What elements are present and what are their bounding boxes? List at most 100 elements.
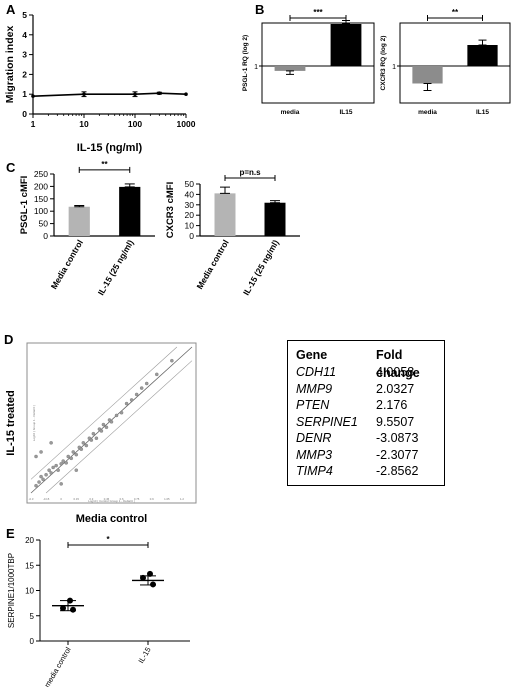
d-data-point: [89, 438, 94, 442]
gene-fold-change-table: Gene Fold change CDH11 4.0058 MMP9 2.0327 …: [287, 340, 445, 486]
fold-change-value: -2.3077: [376, 447, 419, 462]
c1-significance-label: **: [101, 160, 108, 169]
d-data-point: [74, 452, 79, 457]
gene-table-row: SERPINE1 9.5507: [296, 414, 436, 431]
b2-bar: [412, 66, 443, 84]
b2-y-tick-label: 1: [392, 64, 396, 71]
gene-column-header: Gene: [296, 348, 328, 362]
fold-change-column-header: Fold change: [376, 348, 420, 380]
b1-bar: [274, 66, 306, 71]
e-significance-label: *: [106, 535, 110, 544]
d-x-tick-label: 0.9: [150, 497, 154, 501]
d-data-point: [37, 480, 41, 484]
a-x-tick-label: 1000: [177, 119, 196, 129]
a-y-axis-label: Migration index: [4, 26, 16, 104]
e-data-point: [140, 574, 146, 581]
d-data-point: [74, 468, 79, 472]
d-data-point: [114, 413, 119, 418]
fold-change-value: -3.0873: [376, 431, 419, 445]
c2-y-tick-label: 20: [185, 210, 195, 220]
d-data-point: [49, 471, 53, 475]
panel-label-e: E: [6, 526, 15, 541]
e-y-tick-label: 0: [30, 637, 35, 646]
d-data-point: [124, 401, 129, 406]
d-data-point: [59, 482, 63, 486]
d-data-point: [39, 474, 43, 479]
d-x-tick-label: 1.05: [164, 497, 170, 501]
d-data-point: [104, 425, 109, 430]
d-data-point: [51, 465, 55, 470]
b2-y-axis-label: CXCR3 RQ (log 2): [380, 36, 387, 91]
c2-y-tick-label: 30: [185, 200, 195, 210]
a-y-tick-label: 0: [22, 109, 27, 119]
a-x-tick-label: 1: [31, 119, 36, 129]
d-inner-y-axis-label: Log10 ( Group 1 - DeltaCt ): [32, 405, 36, 441]
c1-y-tick-label: 100: [34, 206, 48, 216]
d-plot-border: [26, 342, 197, 504]
d-data-point: [134, 392, 139, 397]
d-x-tick-label: 0: [60, 497, 62, 501]
a-y-tick-label: 2: [22, 69, 27, 79]
a-data-point: [82, 92, 86, 96]
c2-y-tick-label: 50: [185, 179, 195, 189]
d-upper-threshold-line: [30, 346, 178, 480]
a-y-tick-label: 5: [22, 10, 27, 20]
d-lower-threshold-line: [45, 360, 193, 494]
d-data-point: [69, 456, 74, 461]
e-category-label: media control: [42, 645, 72, 687]
d-data-point: [34, 483, 38, 488]
a-data-point: [157, 91, 162, 96]
d-data-point: [119, 410, 124, 415]
b1-y-tick-label: 1: [254, 64, 258, 71]
d-x-tick-label: 0.3: [89, 497, 93, 501]
c1-bar: [68, 206, 90, 236]
b1-y-axis-label: PSGL-1 RQ (log 2): [242, 35, 249, 91]
b2-bar: [467, 45, 498, 66]
d-inner-x-axis-label: Log10 ( Control Group 1 - DeltaCt ): [88, 499, 135, 503]
d-data-point: [144, 381, 149, 386]
gene-table-row: PTEN 2.176: [296, 397, 436, 414]
d-data-point: [81, 441, 86, 445]
c1-y-tick-label: 50: [39, 219, 49, 229]
d-x-axis-label: Media control: [76, 513, 148, 525]
d-data-point: [170, 358, 174, 363]
d-data-point: [39, 450, 43, 454]
e-y-tick-label: 20: [25, 536, 34, 545]
b1-category-label: IL15: [339, 109, 352, 116]
d-data-point: [109, 420, 114, 424]
b1-bar: [330, 24, 362, 66]
fold-change-value: 2.0327: [376, 381, 415, 396]
a-x-tick-label: 10: [79, 119, 89, 129]
gene-table-row: TIMP4 -2.8562: [296, 463, 436, 480]
d-data-point: [129, 398, 134, 402]
d-x-tick-label: -0.15: [43, 497, 50, 501]
d-x-tick-label: 0.6: [120, 497, 124, 501]
d-y-axis-label: IL-15 treated: [5, 390, 17, 455]
d-data-point: [79, 447, 84, 451]
gene-name: SERPINE1: [296, 414, 358, 429]
b1-category-label: media: [281, 109, 300, 116]
fold-change-value: 9.5507: [376, 414, 415, 429]
c2-significance-label: p=n.s: [239, 168, 261, 177]
gene-table-row: MMP9 2.0327: [296, 381, 436, 398]
c2-category-label: IL-15 (25 ng/ml): [241, 238, 281, 297]
c1-y-tick-label: 250: [34, 169, 48, 179]
d-data-point: [66, 454, 70, 459]
gene-table-row: MMP3 -2.3077: [296, 447, 436, 464]
a-data-point: [184, 92, 188, 96]
d-data-point: [91, 431, 96, 436]
b2-category-label: media: [418, 109, 437, 116]
fold-change-value: 4.0058: [376, 365, 415, 379]
c1-y-axis-label: PSGL-1 cMFI: [19, 176, 30, 235]
c1-category-label: IL-15 (25 ng/ml): [96, 238, 136, 297]
d-data-point: [101, 422, 106, 427]
a-y-tick-label: 3: [22, 50, 27, 60]
d-data-point: [94, 436, 99, 440]
d-data-point: [34, 454, 38, 459]
d-data-point: [49, 441, 53, 445]
e-y-axis-label: SERPINE1/1000TBP: [7, 553, 16, 628]
c1-y-tick-label: 0: [43, 231, 48, 241]
d-x-tick-label: 0.75: [134, 497, 140, 501]
panel-label-a: A: [6, 2, 16, 17]
